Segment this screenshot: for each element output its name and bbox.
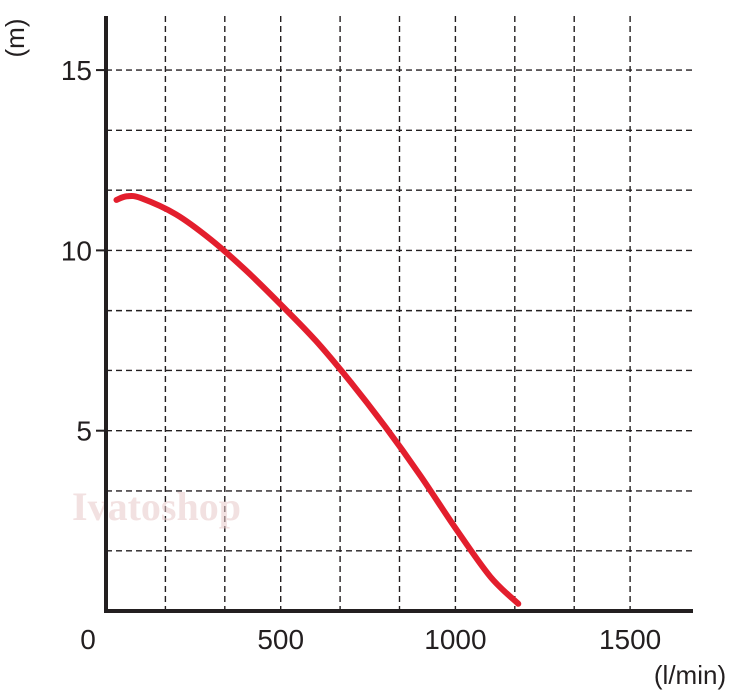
- x-tick-label: 1000: [424, 624, 486, 655]
- y-tick-label: 10: [61, 235, 92, 266]
- y-axis-label: (m): [0, 19, 30, 58]
- y-tick-labels: 5 10 15: [61, 55, 106, 447]
- x-tick-label: 500: [257, 624, 304, 655]
- y-tick-label: 5: [76, 416, 92, 447]
- y-tick-label: 15: [61, 55, 92, 86]
- x-axis-label: (l/min): [654, 660, 726, 690]
- series-line: [113, 192, 522, 607]
- watermark-text: Ivatoshop: [72, 484, 241, 529]
- x-tick-labels: 0 500 1000 1500: [80, 624, 661, 655]
- x-tick-label: 1500: [599, 624, 661, 655]
- x-tick-label: 0: [80, 624, 96, 655]
- series-group: [113, 192, 522, 607]
- grid-lines: [106, 16, 693, 611]
